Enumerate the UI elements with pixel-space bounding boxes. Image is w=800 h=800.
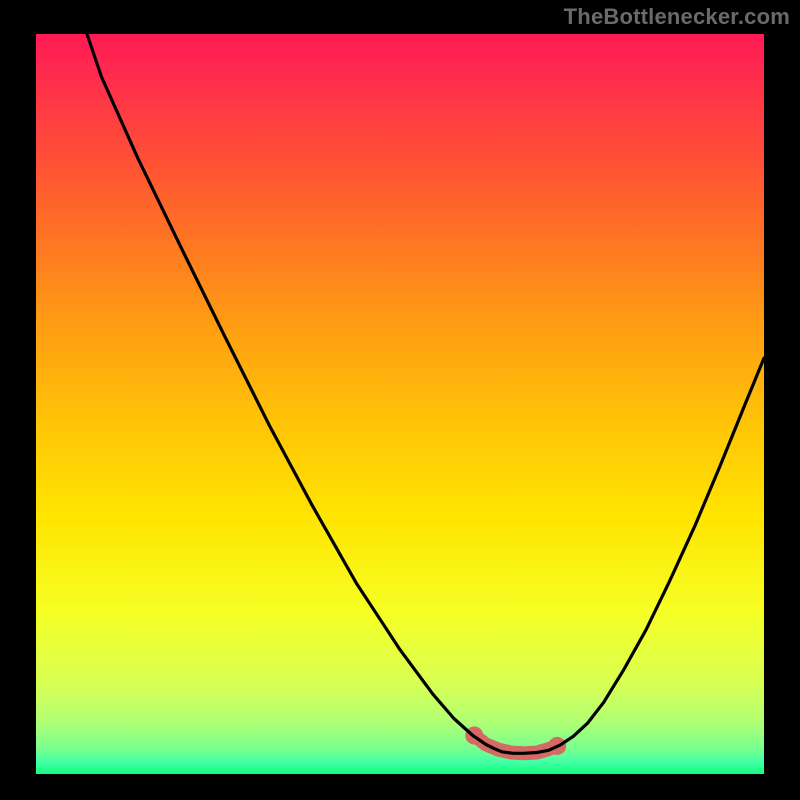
chart-background <box>36 34 764 774</box>
chart-svg <box>0 0 800 800</box>
watermark-text: TheBottlenecker.com <box>564 4 790 30</box>
chart-stage: TheBottlenecker.com <box>0 0 800 800</box>
